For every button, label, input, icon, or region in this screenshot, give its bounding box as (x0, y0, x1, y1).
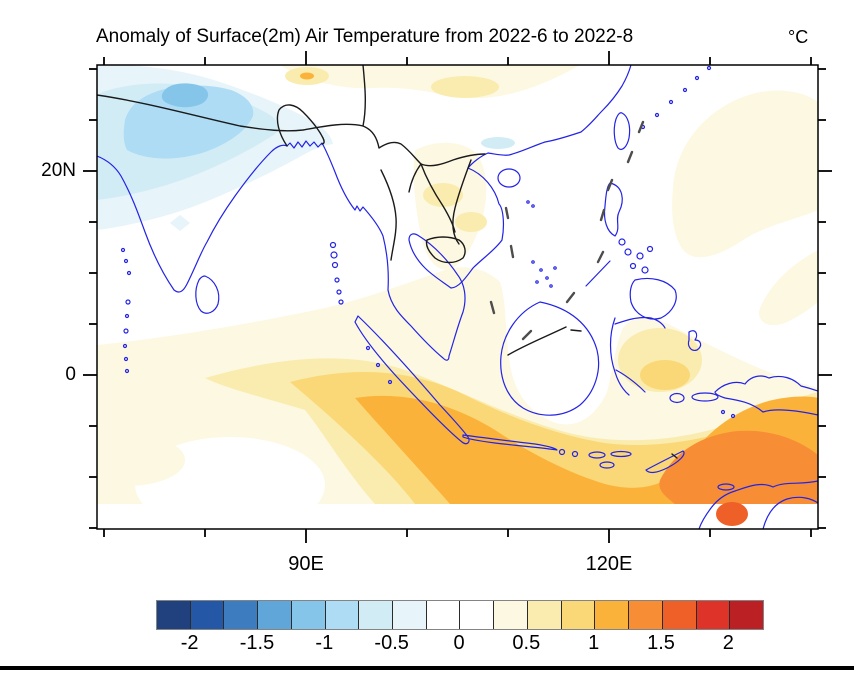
colorbar-cell-7 (393, 601, 427, 629)
colorbar-cell-12 (561, 601, 596, 629)
colorbar-tick-label: 0 (453, 632, 465, 654)
ytick-0: 0 (65, 364, 76, 385)
colorbar-tick-label: -2 (180, 632, 199, 654)
colorbar-cell-11 (527, 601, 562, 629)
xtick-120E: 120E (585, 553, 633, 575)
colorbar-tick-label: -0.5 (374, 632, 409, 654)
map-plot (75, 40, 845, 560)
colorbar-cell-0 (157, 601, 191, 629)
colorbar-cell-17 (730, 601, 763, 629)
colorbar-tick-label: 1.5 (647, 632, 675, 654)
colorbar-cell-6 (359, 601, 394, 629)
axis-ticks (83, 51, 832, 543)
colorbar-cell-2 (224, 601, 259, 629)
country-borders (97, 65, 678, 459)
colorbar-cell-13 (595, 601, 630, 629)
ytick-20N: 20N (41, 160, 76, 181)
coastlines (97, 65, 818, 529)
colorbar-cell-4 (291, 601, 326, 629)
colorbar-tick-label: -1.5 (239, 632, 275, 654)
colorbar-cell-9 (460, 601, 495, 629)
colorbar-cell-3 (258, 601, 292, 629)
plot-title: Anomaly of Surface(2m) Air Temperature f… (96, 26, 634, 47)
colorbar-cell-14 (629, 601, 663, 629)
colorbar-cell-8 (426, 601, 461, 629)
bottom-rule (0, 666, 854, 670)
colorbar-tick-label: 0.5 (512, 632, 541, 654)
nine-dash-line (489, 120, 645, 341)
colorbar-cell-15 (662, 601, 697, 629)
colorbar-tick-label: -1 (315, 632, 334, 654)
colorbar-cell-5 (325, 601, 360, 629)
map-svg (83, 51, 832, 543)
xtick-90E: 90E (288, 553, 324, 575)
colorbar (156, 600, 764, 630)
colorbar-cell-16 (696, 601, 731, 629)
contour-fill-warm (97, 65, 818, 529)
unit-label: °C (788, 27, 809, 47)
colorbar-cell-1 (190, 601, 225, 629)
colorbar-labels: -2 -1.5 -1 -0.5 0 0.5 1 1.5 2 (156, 632, 762, 658)
colorbar-tick-label: 2 (722, 632, 734, 654)
map-border (96, 64, 819, 530)
colorbar-cell-10 (494, 601, 528, 629)
colorbar-tick-label: 1 (588, 632, 600, 654)
